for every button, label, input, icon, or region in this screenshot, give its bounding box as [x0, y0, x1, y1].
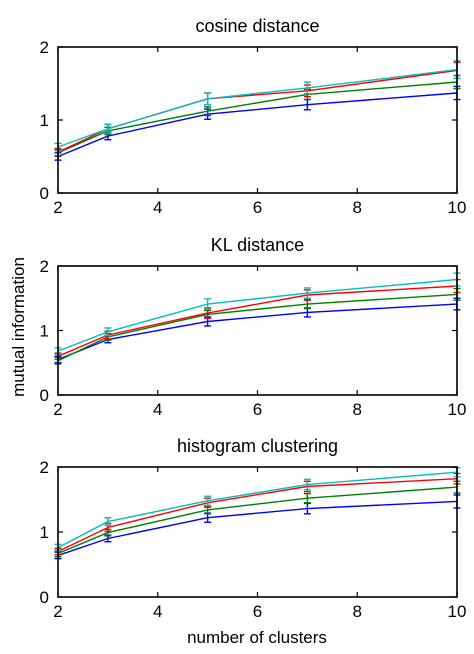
error-bar-cyan: [204, 298, 212, 310]
y-tick-label: 2: [40, 458, 49, 477]
chart-title: KL distance: [211, 235, 304, 255]
error-bar-green: [303, 492, 311, 504]
x-tick-label: 6: [253, 602, 262, 621]
y-tick-label: 1: [40, 322, 49, 341]
error-bar-cyan: [204, 92, 212, 106]
x-tick-label: 6: [253, 400, 262, 419]
error-bar-cyan: [204, 495, 212, 507]
error-bar-cyan: [104, 327, 112, 337]
error-bar-cyan: [303, 478, 311, 491]
x-tick-label: 4: [153, 198, 162, 217]
panel-kl-distance: KL distance 2 4 6 8 10 0 1 2: [40, 235, 467, 419]
y-axis-label: mutual information: [9, 257, 28, 397]
error-bar-cyan: [303, 81, 311, 95]
y-tick-label: 0: [40, 386, 49, 405]
x-tick-label: 2: [53, 602, 62, 621]
chart-title: cosine distance: [195, 16, 319, 36]
x-tick-label: 10: [448, 400, 467, 419]
x-tick-label: 10: [448, 198, 467, 217]
x-tick-label: 2: [53, 198, 62, 217]
chart-title: histogram clustering: [177, 436, 338, 456]
panel-cosine-distance: cosine distance 2 4 6 8 10 0 1 2: [40, 16, 467, 217]
error-bar-green: [204, 106, 212, 117]
y-tick-label: 1: [40, 523, 49, 542]
x-tick-label: 8: [353, 198, 362, 217]
x-axis-label: number of clusters: [187, 628, 327, 647]
y-tick-label: 0: [40, 184, 49, 203]
x-tick-label: 8: [353, 602, 362, 621]
error-bar-cyan: [104, 123, 112, 134]
y-tick-label: 2: [40, 257, 49, 276]
error-bar-cyan: [104, 517, 112, 527]
x-tick-label: 4: [153, 400, 162, 419]
x-tick-label: 4: [153, 602, 162, 621]
x-tick-label: 10: [448, 602, 467, 621]
x-tick-label: 2: [53, 400, 62, 419]
error-bar-cyan: [303, 287, 311, 299]
y-tick-label: 0: [40, 588, 49, 607]
x-tick-label: 6: [253, 198, 262, 217]
y-tick-label: 2: [40, 38, 49, 57]
x-tick-label: 8: [353, 400, 362, 419]
panel-histogram-clustering: histogram clustering 2 4 6 8 10 0 1 2: [40, 436, 467, 621]
y-tick-label: 1: [40, 111, 49, 130]
